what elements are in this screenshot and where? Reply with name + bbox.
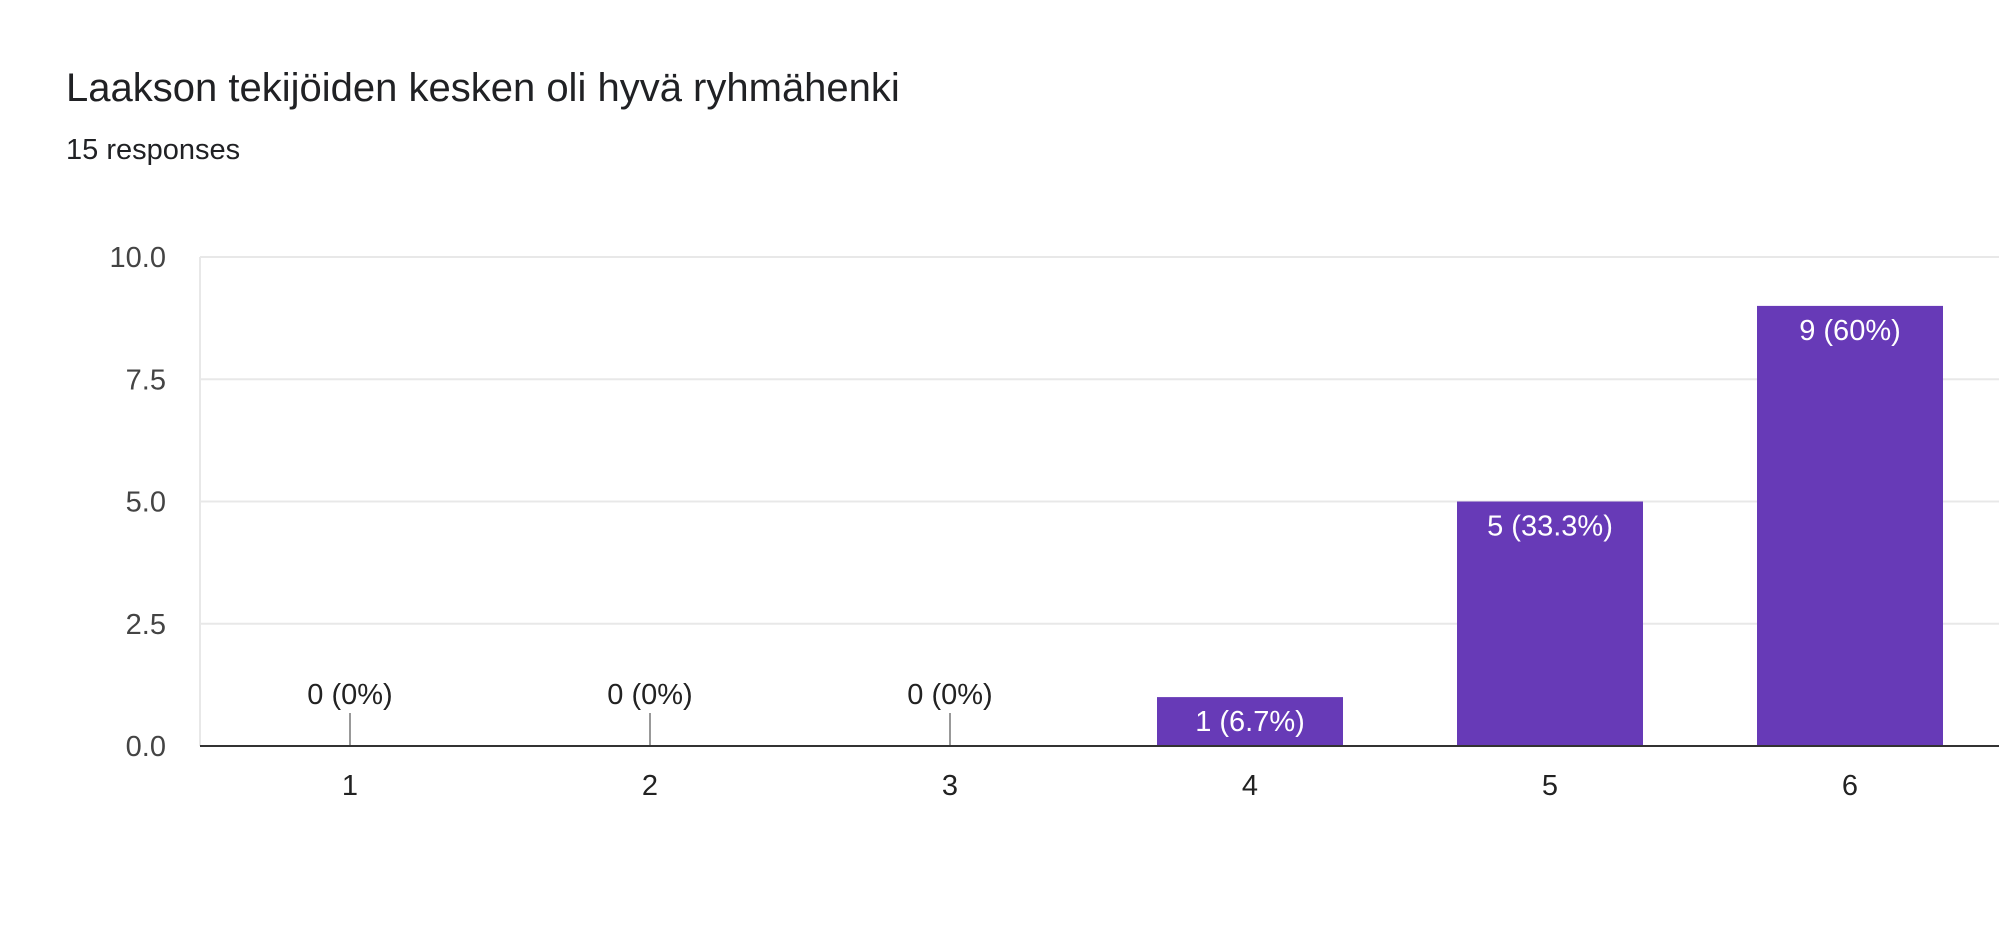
bar [1457, 501, 1643, 746]
y-axis-ticks: 0.0 2.5 5.0 7.5 10.0 [110, 242, 166, 763]
gridlines [199, 256, 1999, 746]
x-category-label: 6 [1842, 770, 1858, 802]
bar [1757, 305, 1943, 746]
bar [1157, 697, 1343, 746]
chart-title: Laakson tekijöiden kesken oli hyvä ryhmä… [66, 66, 900, 110]
y-tick-label: 7.5 [126, 364, 166, 396]
response-count: 15 responses [66, 134, 241, 166]
bars [349, 305, 1943, 746]
x-category-label: 5 [1542, 770, 1558, 802]
y-tick-label: 2.5 [126, 609, 166, 641]
data-label: 1 (6.7%) [1195, 706, 1305, 738]
data-labels: 0 (0%) 0 (0%) 0 (0%) 1 (6.7%) 5 (33.3%) 9 (60… [307, 315, 1900, 738]
y-tick-label: 5.0 [126, 487, 166, 519]
data-label: 0 (0%) [607, 679, 692, 711]
x-category-label: 4 [1242, 770, 1258, 802]
y-tick-label: 10.0 [110, 242, 166, 274]
x-category-label: 2 [642, 770, 658, 802]
x-category-label: 1 [342, 770, 358, 802]
data-label: 5 (33.3%) [1487, 511, 1613, 543]
data-label: 9 (60%) [1799, 315, 1901, 347]
data-label: 0 (0%) [907, 679, 992, 711]
x-category-label: 3 [942, 770, 958, 802]
x-axis-categories: 1 2 3 4 5 6 [342, 770, 1858, 802]
y-tick-label: 0.0 [126, 731, 166, 763]
data-label: 0 (0%) [307, 679, 392, 711]
